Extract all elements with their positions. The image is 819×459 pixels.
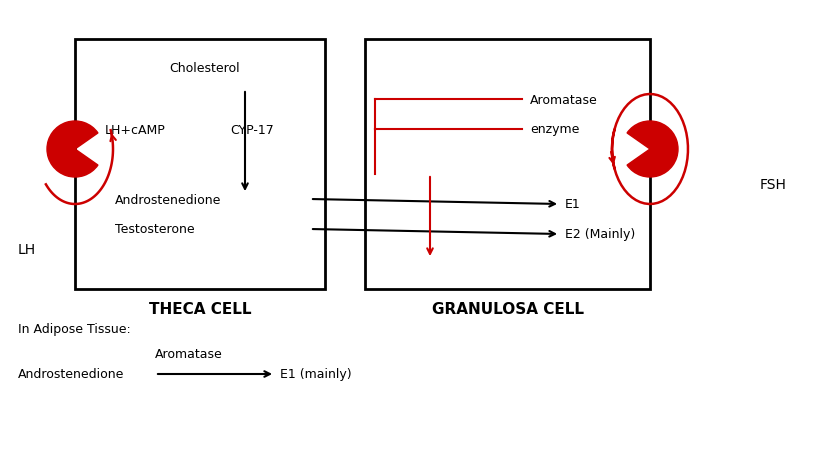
Text: E2 (Mainly): E2 (Mainly) <box>565 228 636 241</box>
Text: THECA CELL: THECA CELL <box>149 302 251 317</box>
Text: Cholesterol: Cholesterol <box>170 62 240 74</box>
Text: Aromatase: Aromatase <box>530 93 598 106</box>
Text: CYP-17: CYP-17 <box>230 123 274 136</box>
Text: enzyme: enzyme <box>530 123 579 136</box>
Text: In Adipose Tissue:: In Adipose Tissue: <box>18 323 131 336</box>
Text: GRANULOSA CELL: GRANULOSA CELL <box>432 302 583 317</box>
Bar <box>75 40 325 289</box>
Text: Androstenedione: Androstenedione <box>18 368 124 381</box>
Bar <box>365 40 650 289</box>
Text: LH: LH <box>18 242 36 257</box>
Text: Aromatase: Aromatase <box>155 348 223 361</box>
Text: LH+cAMP: LH+cAMP <box>105 123 165 136</box>
Wedge shape <box>627 122 678 178</box>
Text: FSH: FSH <box>760 178 787 191</box>
Wedge shape <box>47 122 98 178</box>
Text: Androstenedione: Androstenedione <box>115 193 221 206</box>
Text: E1 (mainly): E1 (mainly) <box>280 368 351 381</box>
Text: Testosterone: Testosterone <box>115 223 195 236</box>
Text: E1: E1 <box>565 198 581 211</box>
